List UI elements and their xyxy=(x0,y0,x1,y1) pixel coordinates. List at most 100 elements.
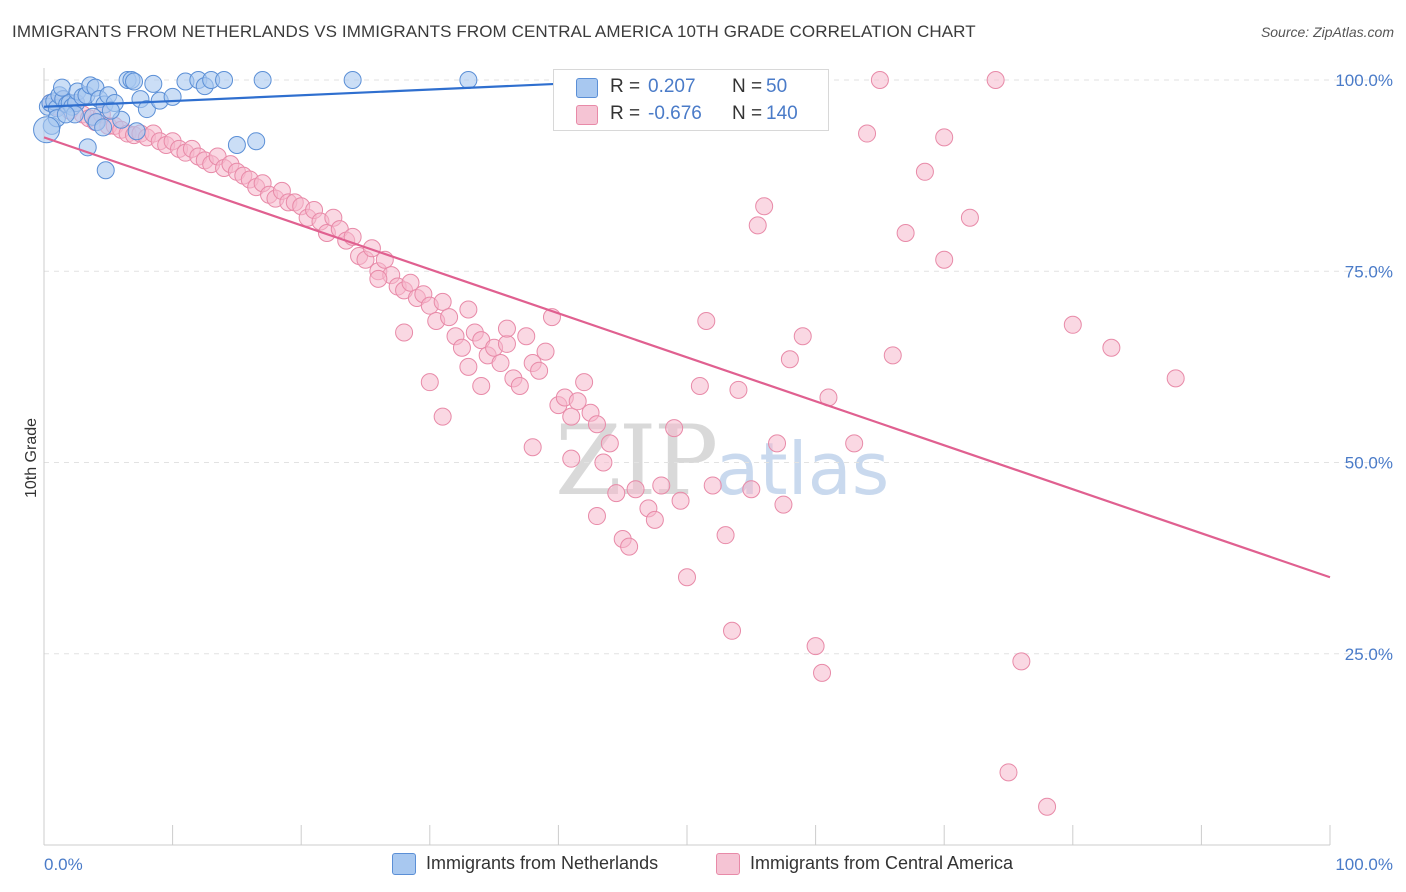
point-netherlands xyxy=(56,105,75,124)
point-central-america xyxy=(401,273,420,292)
point-central-america xyxy=(626,480,645,499)
point-central-america xyxy=(806,637,825,656)
point-central-america xyxy=(793,327,812,346)
point-central-america xyxy=(395,323,414,342)
point-central-america xyxy=(459,357,478,376)
bottom-legend-swatch-central-america xyxy=(716,853,740,875)
point-central-america xyxy=(678,568,696,587)
point-central-america xyxy=(530,361,549,380)
point-central-america xyxy=(999,763,1018,782)
point-central-america xyxy=(755,197,774,216)
point-netherlands xyxy=(144,74,163,93)
point-central-america xyxy=(452,338,471,357)
point-central-america xyxy=(1038,797,1057,816)
trend-lines xyxy=(43,82,1331,579)
point-netherlands xyxy=(163,87,182,106)
point-central-america xyxy=(587,415,606,434)
source-label: Source: ZipAtlas.com xyxy=(1260,24,1394,40)
point-central-america xyxy=(870,71,889,89)
y-tick-label: 25.0% xyxy=(1345,645,1393,664)
point-netherlands xyxy=(253,71,272,89)
point-central-america xyxy=(652,476,671,495)
point-central-america xyxy=(645,510,664,529)
point-central-america xyxy=(472,377,491,395)
point-netherlands xyxy=(96,161,115,180)
point-central-america xyxy=(607,484,626,503)
chart-title: IMMIGRANTS FROM NETHERLANDS VS IMMIGRANT… xyxy=(12,22,976,41)
point-central-america xyxy=(1012,652,1031,671)
point-netherlands xyxy=(127,122,146,141)
point-netherlands xyxy=(94,118,113,137)
point-central-america xyxy=(562,449,581,468)
point-central-america xyxy=(723,621,742,640)
series-central-america-points xyxy=(41,71,1185,816)
legend-r-value-central-america: -0.676 xyxy=(648,103,702,124)
point-central-america xyxy=(729,380,748,399)
correlation-legend: R = 0.207 N = 50 R = -0.676 N = 140 xyxy=(553,69,829,131)
point-central-america xyxy=(768,434,787,453)
point-netherlands xyxy=(227,136,246,155)
point-central-america xyxy=(510,377,529,395)
x-tick-label-start: 0.0% xyxy=(44,855,83,874)
point-central-america xyxy=(536,342,555,361)
legend-r-value-netherlands: 0.207 xyxy=(648,76,696,97)
y-axis-label: 10th Grade xyxy=(23,418,40,498)
point-central-america xyxy=(986,71,1005,89)
point-netherlands xyxy=(247,132,266,151)
point-central-america xyxy=(517,327,536,346)
point-central-america xyxy=(523,438,542,457)
legend-swatch-central-america xyxy=(576,105,598,125)
axes xyxy=(43,68,1331,846)
point-central-america xyxy=(440,308,459,327)
series-netherlands-points xyxy=(33,71,478,180)
point-netherlands xyxy=(53,78,72,97)
point-central-america xyxy=(362,239,381,258)
point-netherlands xyxy=(33,116,61,144)
point-central-america xyxy=(690,377,709,395)
point-netherlands xyxy=(459,71,478,89)
point-central-america xyxy=(1063,315,1082,334)
point-central-america xyxy=(587,507,606,526)
legend-r-label: R = xyxy=(610,76,641,97)
point-central-america xyxy=(562,407,581,426)
point-netherlands xyxy=(101,101,120,120)
point-central-america xyxy=(665,419,684,438)
y-tick-label: 75.0% xyxy=(1345,262,1393,281)
point-central-america xyxy=(491,354,510,373)
point-netherlands xyxy=(343,71,362,89)
bottom-legend-label-netherlands: Immigrants from Netherlands xyxy=(426,853,659,873)
x-tick-label-end: 100.0% xyxy=(1335,855,1393,874)
point-central-america xyxy=(697,311,716,330)
bottom-legend-swatch-netherlands xyxy=(392,853,416,875)
point-central-america xyxy=(420,373,439,392)
point-central-america xyxy=(671,491,690,510)
point-central-america xyxy=(433,407,452,426)
watermark-zip: ZIP xyxy=(555,405,718,517)
legend-n-label: N = xyxy=(732,76,763,97)
legend-n-value-netherlands: 50 xyxy=(766,76,788,97)
point-central-america xyxy=(497,319,516,338)
point-netherlands xyxy=(125,72,144,91)
point-central-america xyxy=(748,216,767,235)
y-tick-label: 50.0% xyxy=(1345,454,1393,473)
tick-labels: 25.0% 50.0% 75.0% 100.0% 0.0% 100.0% xyxy=(44,71,1393,874)
point-central-america xyxy=(1102,338,1121,357)
legend-swatch-netherlands xyxy=(576,78,598,98)
bottom-legend-label-central-america: Immigrants from Central America xyxy=(750,853,1014,873)
point-central-america xyxy=(845,434,864,453)
point-central-america xyxy=(774,495,793,514)
point-central-america xyxy=(575,373,594,392)
point-central-america xyxy=(813,663,832,682)
point-central-america xyxy=(883,346,902,365)
point-central-america xyxy=(935,128,954,147)
point-central-america xyxy=(594,453,613,472)
point-central-america xyxy=(703,476,722,495)
legend-n-label: N = xyxy=(732,103,763,124)
point-central-america xyxy=(620,537,639,556)
point-central-america xyxy=(896,224,915,242)
y-tick-label: 100.0% xyxy=(1335,71,1393,90)
legend-row-central-america: R = -0.676 N = 140 xyxy=(554,101,828,129)
point-central-america xyxy=(433,292,452,311)
point-central-america xyxy=(780,350,799,369)
